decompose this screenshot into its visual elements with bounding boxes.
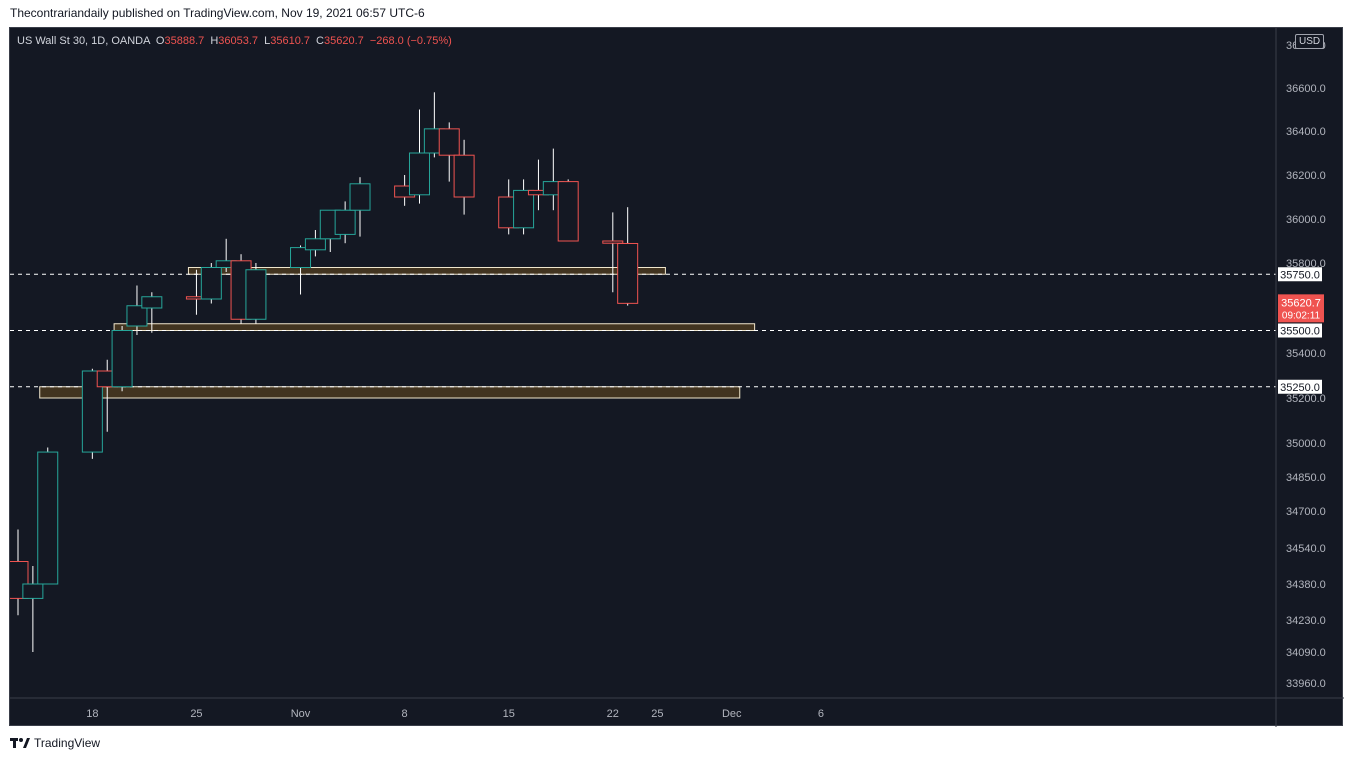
candle-body [617, 242, 639, 304]
candle-body [349, 183, 371, 211]
candle [453, 139, 475, 215]
candle-body [334, 209, 356, 235]
candle [10, 529, 29, 616]
candle-body [111, 330, 133, 388]
open-label: O [155, 35, 165, 47]
level-label-bg [1278, 267, 1322, 282]
time-tick-label: Dec [722, 708, 742, 720]
zones-layer [39, 267, 756, 399]
price-labels-layer: 35750.0 35500.0 35250.0 35620.709:02:11 [1278, 267, 1324, 394]
price-tick-label: 36000.0 [1286, 214, 1326, 226]
price-tick-label: 34850.0 [1286, 472, 1326, 484]
countdown-label: 09:02:11 [1282, 310, 1321, 321]
level-label-bg [1278, 379, 1322, 394]
close-label: C [316, 35, 324, 47]
currency-button[interactable]: USD [1295, 34, 1325, 49]
candle [22, 566, 44, 652]
candle-body [453, 154, 475, 198]
candle [200, 263, 222, 304]
time-tick-label: 22 [607, 708, 619, 720]
last-price-label-bg [1278, 294, 1324, 323]
price-tick-label: 36400.0 [1286, 126, 1326, 138]
price-tick-label: 35800.0 [1286, 258, 1326, 270]
candle [557, 179, 579, 242]
low-label: L [264, 35, 271, 47]
symbol-legend: US Wall St 30, 1D, OANDA O35888.7 H36053… [17, 35, 452, 47]
high-value: 36053.7 [218, 35, 259, 47]
candle-body [513, 189, 535, 229]
candle [126, 285, 148, 335]
level-label: 35750.0 [1280, 269, 1320, 281]
chart-panel[interactable]: 36600.0 36400.0 36200.0 36000.0 35800.0 35400… [9, 27, 1344, 727]
time-tick-label: 6 [818, 708, 824, 720]
support-zone-2 [39, 386, 741, 399]
candle-body [141, 296, 163, 309]
publish-header: Thecontrariandaily published on TradingV… [10, 6, 425, 20]
candle-body [304, 238, 326, 251]
price-tick-label: 34380.0 [1286, 579, 1326, 591]
last-price-label: 35620.7 [1281, 297, 1321, 309]
candle [141, 292, 163, 333]
price-tick-label: 34090.0 [1286, 647, 1326, 659]
time-tick-label: 18 [86, 708, 98, 720]
candle [602, 212, 624, 293]
price-tick-label: 34540.0 [1286, 543, 1326, 555]
candle-body [438, 128, 460, 156]
price-tick-label: 35200.0 [1286, 393, 1326, 405]
high-label: H [210, 35, 219, 47]
time-tick-label: 8 [402, 708, 408, 720]
candle-body [22, 583, 44, 599]
footer-brand[interactable]: TradingView [10, 736, 100, 750]
price-tick-label: 36600.0 [1286, 83, 1326, 95]
candle [513, 179, 535, 235]
price-tick-label: 35000.0 [1286, 438, 1326, 450]
candle [349, 177, 371, 237]
candle [37, 447, 59, 585]
candle-body [37, 451, 59, 585]
price-tick-label: 33960.0 [1286, 678, 1326, 690]
level-label: 35250.0 [1280, 382, 1320, 394]
support-zone-1 [113, 323, 756, 331]
time-tick-label: 15 [503, 708, 515, 720]
candle [245, 263, 267, 324]
candle [111, 326, 133, 392]
close-value: 35620.7 [324, 35, 364, 47]
open-value: 35888.7 [164, 35, 205, 47]
price-tick-label: 35400.0 [1286, 348, 1326, 360]
candle [334, 201, 356, 244]
time-axis: 18 25 Nov 8 15 22 25 Dec 6 [86, 708, 824, 720]
candle-body [200, 267, 222, 300]
candles-layer [10, 92, 639, 652]
level-label: 35500.0 [1280, 326, 1320, 338]
candle-body [245, 269, 267, 320]
candle-body [408, 152, 430, 196]
candle [290, 245, 312, 295]
candle [617, 207, 639, 306]
candle-body [126, 305, 148, 327]
candle-body [290, 247, 312, 269]
candle [304, 230, 326, 257]
footer-brand-text: TradingView [34, 736, 101, 750]
change-value: −268.0 (−0.75%) [369, 35, 452, 47]
price-tick-label: 34230.0 [1286, 615, 1326, 627]
candle-body [557, 181, 579, 242]
symbol-name: US Wall St 30, 1D, OANDA [17, 35, 150, 47]
price-tick-label: 36200.0 [1286, 170, 1326, 182]
time-tick-label: 25 [651, 708, 663, 720]
candle [81, 368, 103, 459]
level-label-bg [1278, 323, 1322, 338]
candle [408, 109, 430, 204]
time-tick-label: Nov [291, 708, 311, 720]
candle [438, 122, 460, 182]
candlestick-chart[interactable]: 36600.0 36400.0 36200.0 36000.0 35800.0 35400… [10, 28, 1344, 727]
price-tick-label: 34700.0 [1286, 506, 1326, 518]
tradingview-logo-icon [10, 738, 30, 748]
price-axis: 36600.0 36400.0 36200.0 36000.0 35800.0 35400… [1286, 40, 1326, 690]
low-value: 35610.7 [270, 35, 310, 47]
candle-body [81, 370, 103, 453]
time-tick-label: 25 [190, 708, 202, 720]
candle-body [602, 240, 624, 244]
